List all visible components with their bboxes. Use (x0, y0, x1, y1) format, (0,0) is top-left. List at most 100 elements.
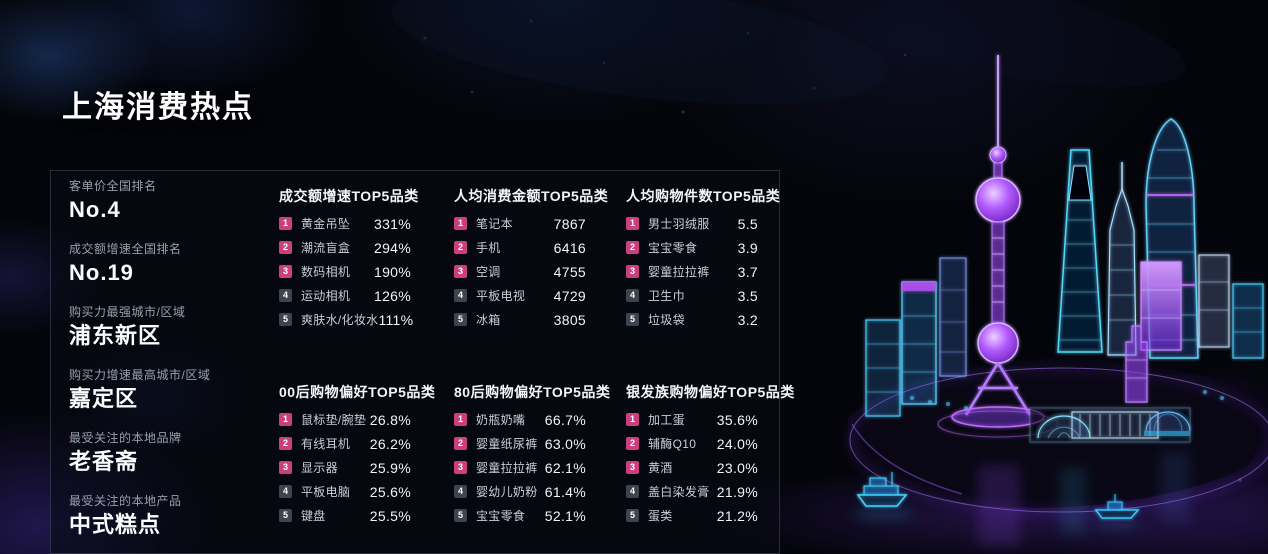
rank-badge: 5 (454, 313, 467, 326)
table-rows: 1 奶瓶奶嘴 66.7% 2 婴童纸尿裤 63.0% 3 婴童拉拉裤 62.1%… (454, 411, 586, 524)
item-name: 手机 (476, 241, 501, 255)
item-name: 键盘 (301, 509, 326, 523)
table-row: 5 键盘 25.5% (279, 507, 411, 524)
item-name: 黄酒 (648, 461, 673, 475)
rank-badge: 2 (454, 241, 467, 254)
rank-badge: 3 (279, 461, 292, 474)
ranking-table-gen80-preference: 80后购物偏好TOP5品类 1 奶瓶奶嘴 66.7% 2 婴童纸尿裤 63.0%… (454, 383, 626, 554)
table-row: 1 笔记本 7867 (454, 215, 586, 232)
item-name: 黄金吊坠 (301, 217, 351, 231)
kpi-value: 嘉定区 (69, 386, 139, 411)
item-name: 盖白染发膏 (648, 485, 710, 499)
item-name: 婴童拉拉裤 (648, 265, 710, 279)
table-row: 3 婴童拉拉裤 62.1% (454, 460, 586, 476)
item-value: 4755 (553, 263, 586, 280)
rank-badge: 5 (454, 509, 467, 522)
item-name: 潮流盲盒 (301, 241, 351, 255)
table-title: 80后购物偏好TOP5品类 (454, 384, 611, 400)
item-value: 3.5 (737, 287, 758, 304)
item-value: 126% (373, 287, 411, 304)
table-rows: 1 男士羽绒服 5.5 2 宝宝零食 3.9 3 婴童拉拉裤 3.7 4 卫生巾… (626, 216, 758, 328)
rank-badge: 1 (454, 217, 467, 230)
ranking-table-per-capita-items: 人均购物件数TOP5品类 1 男士羽绒服 5.5 2 宝宝零食 3.9 3 婴童… (626, 187, 806, 383)
table-row: 1 鼠标垫/腕垫 26.8% (279, 411, 411, 428)
table-row: 2 手机 6416 (454, 239, 586, 256)
item-value: 6416 (553, 239, 586, 256)
item-name: 宝宝零食 (648, 241, 698, 255)
item-value: 3.7 (737, 263, 758, 280)
table-row: 4 卫生巾 3.5 (626, 287, 758, 304)
table-row: 2 婴童纸尿裤 63.0% (454, 435, 586, 452)
table-row: 2 潮流盲盒 294% (279, 239, 411, 256)
item-value: 111% (378, 311, 414, 328)
table-title: 银发族购物偏好TOP5品类 (626, 384, 795, 400)
rank-badge: 3 (454, 461, 467, 474)
table-row: 3 黄酒 23.0% (626, 460, 758, 476)
rank-badge: 2 (626, 437, 639, 450)
rank-badge: 3 (454, 265, 467, 278)
rank-badge: 4 (454, 289, 467, 302)
item-value: 63.0% (544, 435, 586, 452)
table-rows: 1 鼠标垫/腕垫 26.8% 2 有线耳机 26.2% 3 显示器 25.9% … (279, 411, 411, 524)
ranking-table-gmv-growth: 成交额增速TOP5品类 1 黄金吊坠 331% 2 潮流盲盒 294% 3 数码… (279, 187, 454, 383)
table-row: 1 加工蛋 35.6% (626, 412, 758, 428)
item-value: 190% (373, 263, 411, 280)
kpi-value: 中式糕点 (69, 512, 162, 537)
rank-badge: 5 (279, 313, 292, 326)
item-value: 4729 (553, 287, 586, 304)
table-title: 人均购物件数TOP5品类 (626, 188, 781, 204)
table-row: 3 数码相机 190% (279, 263, 411, 280)
kpi-stat-gmv-growth: 成交额增速全国排名 No.19 (69, 242, 264, 288)
rank-badge: 3 (626, 265, 639, 278)
item-name: 空调 (476, 265, 501, 279)
stats-panel: 客单价全国排名 No.4 成交额增速全国排名 No.19 购买力最强城市/区域 … (50, 170, 794, 554)
rank-badge: 4 (626, 289, 639, 302)
item-value: 21.2% (716, 507, 758, 524)
rank-badge: 1 (626, 217, 639, 230)
rank-badge: 4 (279, 289, 292, 302)
item-name: 笔记本 (476, 217, 513, 231)
table-row: 4 运动相机 126% (279, 287, 411, 304)
item-name: 有线耳机 (301, 437, 351, 451)
item-name: 婴幼儿奶粉 (476, 485, 538, 499)
item-name: 卫生巾 (648, 289, 685, 303)
item-name: 男士羽绒服 (648, 217, 710, 231)
table-row: 4 平板电视 4729 (454, 287, 586, 304)
item-name: 显示器 (301, 461, 338, 475)
item-value: 66.7% (544, 411, 586, 428)
rank-badge: 1 (626, 413, 639, 426)
ranking-table-gen00-preference: 00后购物偏好TOP5品类 1 鼠标垫/腕垫 26.8% 2 有线耳机 26.2… (279, 383, 454, 554)
item-value: 25.5% (369, 507, 411, 524)
table-rows: 1 笔记本 7867 2 手机 6416 3 空调 4755 4 平板电视 47… (454, 215, 586, 328)
ranking-table-per-capita-spend: 人均消费金额TOP5品类 1 笔记本 7867 2 手机 6416 3 空调 4… (454, 187, 626, 383)
rank-badge: 1 (279, 413, 292, 426)
kpi-stat-local-product: 最受关注的本地产品 中式糕点 (69, 494, 264, 540)
rank-badge: 5 (279, 509, 292, 522)
table-row: 4 平板电脑 25.6% (279, 484, 411, 500)
item-value: 331% (373, 215, 411, 232)
item-name: 婴童拉拉裤 (476, 461, 538, 475)
kpi-label: 成交额增速全国排名 (69, 242, 182, 256)
item-name: 平板电脑 (301, 485, 351, 499)
rank-badge: 5 (626, 509, 639, 522)
item-value: 3.9 (737, 239, 758, 256)
rank-badge: 3 (626, 461, 639, 474)
item-name: 平板电视 (476, 289, 526, 303)
kpi-label: 购买力最强城市/区域 (69, 305, 186, 319)
item-value: 7867 (553, 215, 586, 232)
kpi-value: 老香斋 (69, 449, 139, 474)
table-row: 1 黄金吊坠 331% (279, 215, 411, 232)
kpi-value: No.19 (69, 260, 134, 285)
table-row: 5 冰箱 3805 (454, 312, 586, 328)
item-value: 294% (373, 239, 411, 256)
rank-badge: 2 (279, 437, 292, 450)
table-row: 5 垃圾袋 3.2 (626, 312, 758, 328)
kpi-stat-strongest-district: 购买力最强城市/区域 浦东新区 (69, 305, 264, 351)
item-name: 数码相机 (301, 265, 351, 279)
item-name: 婴童纸尿裤 (476, 437, 538, 451)
rank-badge: 2 (279, 241, 292, 254)
item-name: 加工蛋 (648, 413, 685, 427)
item-value: 26.8% (369, 411, 411, 428)
item-value: 26.2% (369, 435, 411, 452)
item-name: 爽肤水/化妆水 (301, 313, 379, 327)
